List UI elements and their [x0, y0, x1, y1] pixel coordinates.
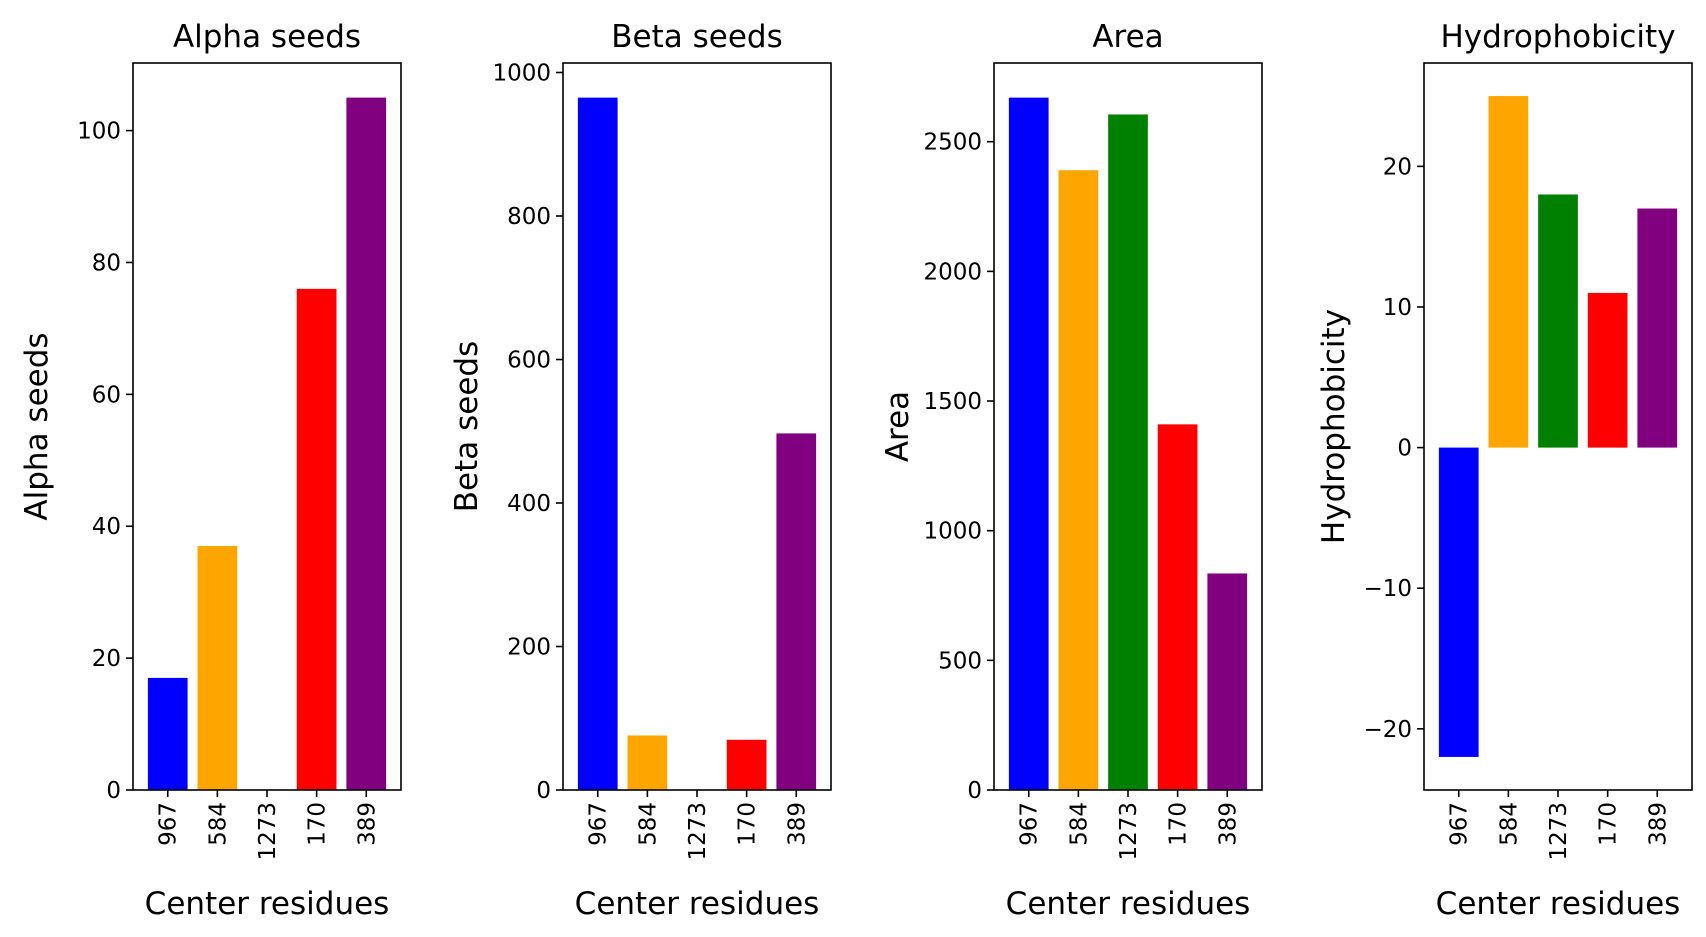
- x-tick-label: 389: [1645, 802, 1671, 846]
- y-tick-label: 20: [1383, 154, 1412, 180]
- x-tick-label: 967: [1017, 802, 1043, 846]
- y-tick-label: −10: [1363, 576, 1412, 602]
- panel-2: 0 200 400 600 800 1000 967 584 1273 170 389 Beta se…: [449, 19, 832, 922]
- x-axis-label: Center residues: [1006, 886, 1251, 922]
- y-tick-label: 10: [1383, 295, 1412, 321]
- y-tick-label: −20: [1363, 717, 1412, 743]
- x-tick-label: 584: [635, 802, 661, 846]
- y-tick-label: 100: [77, 119, 121, 145]
- x-tick-label: 1273: [685, 802, 711, 861]
- chart-title: Hydrophobicity: [1440, 19, 1675, 55]
- y-tick-label: 20: [92, 646, 121, 672]
- y-tick-label: 0: [1397, 436, 1412, 462]
- bar-967: [577, 97, 618, 791]
- bar-170: [1587, 292, 1628, 448]
- bar-584: [1488, 96, 1529, 448]
- y-tick-label: 800: [507, 204, 551, 230]
- y-tick-label: 0: [536, 778, 551, 804]
- x-tick-label: 1273: [1546, 802, 1572, 861]
- x-axis-label: Center residues: [145, 886, 390, 922]
- x-tick-label: 967: [1447, 802, 1473, 846]
- bar-967: [1438, 447, 1479, 757]
- bar-1273: [1538, 194, 1578, 448]
- y-tick-label: 40: [92, 514, 121, 540]
- y-axis-label: Alpha seeds: [19, 332, 55, 520]
- y-tick-label: 2500: [923, 130, 982, 156]
- bar-389: [346, 97, 387, 791]
- y-tick-label: 60: [92, 382, 121, 408]
- y-tick-label: 600: [507, 348, 551, 374]
- bar-389: [776, 433, 817, 790]
- bar-389: [1637, 208, 1678, 448]
- x-tick-label: 389: [784, 802, 810, 846]
- bar-389: [1207, 573, 1248, 790]
- x-tick-label: 1273: [255, 802, 281, 861]
- bar-170: [296, 288, 337, 790]
- x-tick-label: 170: [305, 802, 331, 846]
- panel-4: −20 −10 0 10 20 967 584 1273 170 389 Hydrophobicit…: [1316, 19, 1693, 922]
- y-tick-label: 2000: [923, 259, 982, 285]
- y-tick-label: 0: [967, 778, 982, 804]
- y-tick-label: 0: [106, 778, 121, 804]
- x-tick-label: 389: [354, 802, 380, 846]
- bar-584: [1058, 170, 1099, 791]
- chart-title: Alpha seeds: [173, 19, 361, 55]
- x-tick-label: 584: [205, 802, 231, 846]
- chart-title: Beta seeds: [611, 19, 782, 55]
- x-axis-label: Center residues: [1436, 886, 1681, 922]
- y-tick-label: 500: [938, 648, 982, 674]
- x-tick-label: 389: [1215, 802, 1241, 846]
- y-tick-label: 1000: [923, 519, 982, 545]
- x-tick-label: 170: [1166, 802, 1192, 846]
- y-tick-label: 1500: [923, 389, 982, 415]
- y-tick-label: 1000: [492, 61, 551, 87]
- y-axis-label: Beta seeds: [449, 341, 485, 512]
- y-tick-label: 80: [92, 250, 121, 276]
- bar-967: [1008, 97, 1049, 791]
- x-tick-label: 1273: [1116, 802, 1142, 861]
- x-tick-label: 967: [586, 802, 612, 846]
- bar-584: [197, 546, 238, 790]
- x-tick-label: 584: [1496, 802, 1522, 846]
- y-tick-label: 200: [507, 635, 551, 661]
- bar-170: [1157, 424, 1198, 790]
- x-tick-label: 170: [735, 802, 761, 846]
- chart-title: Area: [1092, 19, 1163, 55]
- x-tick-label: 584: [1066, 802, 1092, 846]
- bar-170: [726, 739, 767, 790]
- bar-1273: [1108, 114, 1148, 791]
- bar-967: [147, 677, 188, 790]
- y-tick-label: 400: [507, 491, 551, 517]
- x-tick-label: 967: [156, 802, 182, 846]
- y-axis-label: Hydrophobicity: [1316, 309, 1352, 544]
- panel-3: 0 500 1000 1500 2000 2500 967 584 1273 170 389 Area…: [880, 19, 1263, 922]
- x-axis-label: Center residues: [575, 886, 820, 922]
- y-axis-label: Area: [880, 391, 916, 462]
- bar-584: [627, 735, 668, 790]
- panel-1: 0 20 40 60 80 100 967 584 1273 170 389 Alpha seeds C…: [19, 19, 402, 922]
- x-tick-label: 170: [1596, 802, 1622, 846]
